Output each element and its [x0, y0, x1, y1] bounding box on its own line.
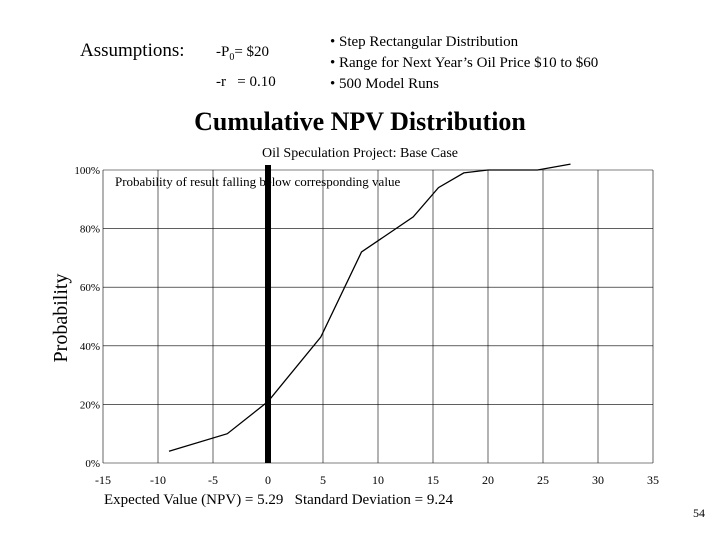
- y-tick-label: 100%: [74, 165, 100, 177]
- y-tick-label: 80%: [80, 224, 100, 236]
- x-axis-ticks: -15 -10 -5 0 5 10 15 20 25 30 35: [95, 473, 659, 487]
- p0-value: = $20: [234, 44, 270, 60]
- x-tick-label: -10: [150, 473, 166, 487]
- bullet-model-runs: • 500 Model Runs: [330, 76, 440, 92]
- y-axis-label: Probability: [50, 274, 72, 363]
- p0-prefix: -P: [216, 44, 230, 60]
- series-line: [168, 163, 571, 452]
- x-tick-label: 5: [320, 473, 326, 487]
- page-number: 54: [693, 506, 705, 520]
- x-tick-label: 15: [427, 473, 439, 487]
- x-tick-label: 30: [592, 473, 604, 487]
- x-tick-label: -5: [208, 473, 218, 487]
- y-tick-label: 20%: [80, 399, 100, 411]
- x-tick-label: -15: [95, 473, 111, 487]
- x-tick-label: 35: [647, 473, 659, 487]
- x-tick-label: 10: [372, 473, 384, 487]
- assumption-parameters: -P0= $20 -r = 0.10: [216, 40, 276, 94]
- chart-title: Oil Speculation Project: Base Case: [262, 146, 458, 161]
- main-title: Cumulative NPV Distribution: [194, 107, 526, 136]
- npv-summary-footer: Expected Value (NPV) = 5.29 Standard Dev…: [104, 492, 454, 508]
- chart-series: [168, 163, 571, 452]
- p0-assumption: -P0= $20: [216, 40, 276, 70]
- y-axis-ticks: 0% 20% 40% 60% 80% 100%: [74, 165, 100, 470]
- chart-annotation: Probability of result falling below corr…: [115, 174, 400, 189]
- x-tick-label: 20: [482, 473, 494, 487]
- x-tick-label: 0: [265, 473, 271, 487]
- y-tick-label: 0%: [85, 458, 100, 470]
- simulation-bullets: • Step Rectangular Distribution • Range …: [330, 32, 598, 95]
- y-tick-label: 40%: [80, 341, 100, 353]
- p0-subscript: 0: [229, 52, 235, 63]
- chart-grid: [102, 169, 654, 464]
- r-assumption: -r = 0.10: [216, 74, 276, 90]
- x-tick-label: 25: [537, 473, 549, 487]
- y-tick-label: 60%: [80, 282, 100, 294]
- bullet-price-range: • Range for Next Year’s Oil Price $10 to…: [330, 55, 599, 71]
- assumptions-label: Assumptions:: [80, 40, 185, 61]
- bullet-distribution: • Step Rectangular Distribution: [330, 34, 519, 50]
